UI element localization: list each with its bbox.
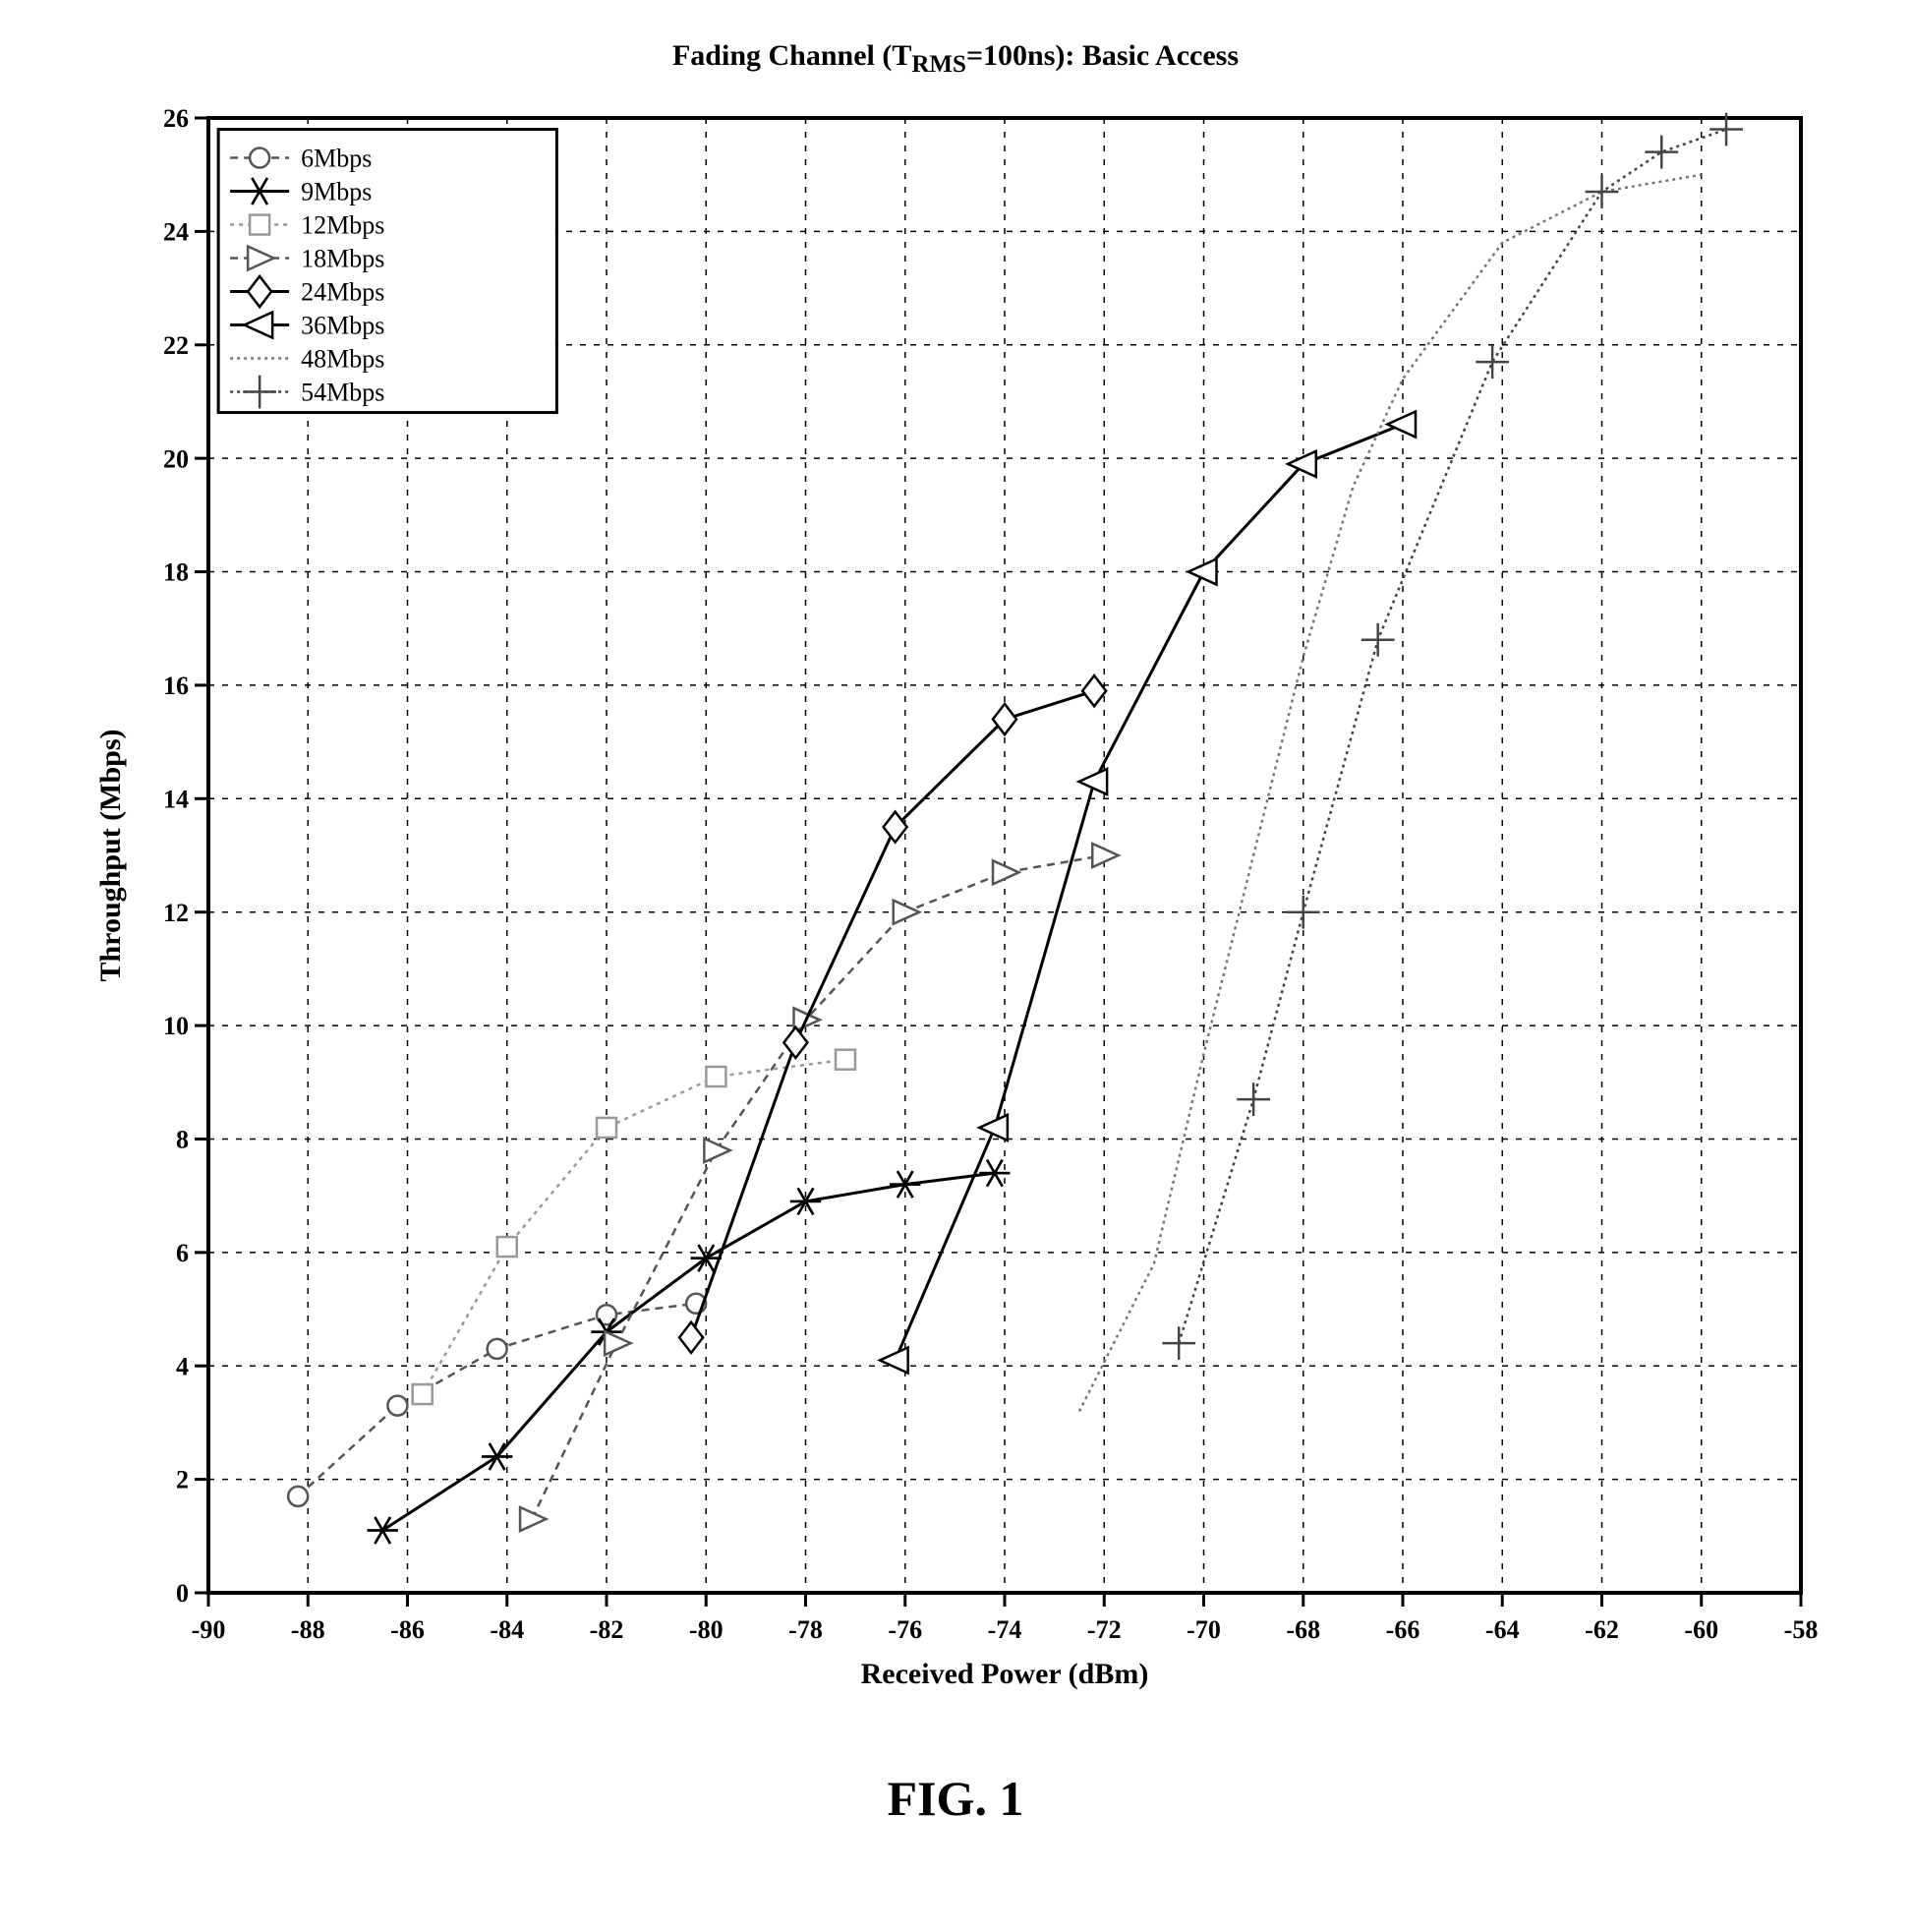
svg-text:-88: -88 xyxy=(291,1615,325,1644)
title-sub: RMS xyxy=(911,51,966,78)
chart-title: Fading Channel (TRMS=100ns): Basic Acces… xyxy=(39,39,1872,79)
svg-text:-80: -80 xyxy=(689,1615,724,1644)
svg-text:-84: -84 xyxy=(490,1615,524,1644)
svg-text:-64: -64 xyxy=(1485,1615,1520,1644)
title-suffix: =100ns): Basic Access xyxy=(966,39,1239,72)
svg-text:-60: -60 xyxy=(1684,1615,1718,1644)
svg-text:-78: -78 xyxy=(788,1615,823,1644)
svg-text:0: 0 xyxy=(176,1579,189,1608)
svg-text:2: 2 xyxy=(176,1466,189,1494)
svg-text:12: 12 xyxy=(163,899,189,927)
svg-text:4: 4 xyxy=(176,1352,189,1380)
svg-text:-90: -90 xyxy=(192,1615,226,1644)
svg-text:14: 14 xyxy=(163,785,189,813)
chart-svg: -90 -88 -86 -84 -82 -80 -78 -76 -74 -72 -70 -68 -66 -… xyxy=(81,98,1830,1711)
svg-text:24: 24 xyxy=(163,217,189,246)
chart-container: Fading Channel (TRMS=100ns): Basic Acces… xyxy=(39,39,1872,1827)
svg-text:-72: -72 xyxy=(1087,1615,1122,1644)
svg-text:48Mbps: 48Mbps xyxy=(301,345,384,374)
svg-text:9Mbps: 9Mbps xyxy=(301,178,372,206)
svg-text:8: 8 xyxy=(176,1126,189,1154)
svg-text:6: 6 xyxy=(176,1239,189,1267)
svg-text:26: 26 xyxy=(163,104,189,133)
svg-text:16: 16 xyxy=(163,672,189,700)
title-prefix: Fading Channel (T xyxy=(672,39,911,72)
svg-text:6Mbps: 6Mbps xyxy=(301,145,372,173)
figure-caption: FIG. 1 xyxy=(39,1770,1872,1827)
svg-text:24Mbps: 24Mbps xyxy=(301,278,384,307)
svg-text:-76: -76 xyxy=(888,1615,922,1644)
svg-text:18Mbps: 18Mbps xyxy=(301,245,384,273)
svg-text:Received Power (dBm): Received Power (dBm) xyxy=(861,1658,1149,1690)
svg-text:-68: -68 xyxy=(1286,1615,1320,1644)
svg-text:22: 22 xyxy=(163,331,189,360)
svg-text:Throughput (Mbps): Throughput (Mbps) xyxy=(94,729,127,981)
svg-text:-62: -62 xyxy=(1585,1615,1619,1644)
svg-text:10: 10 xyxy=(163,1012,189,1040)
svg-text:20: 20 xyxy=(163,444,189,473)
svg-text:18: 18 xyxy=(163,558,189,587)
svg-text:54Mbps: 54Mbps xyxy=(301,379,384,407)
svg-text:12Mbps: 12Mbps xyxy=(301,211,384,240)
svg-text:-86: -86 xyxy=(390,1615,425,1644)
svg-text:36Mbps: 36Mbps xyxy=(301,312,384,340)
svg-text:-74: -74 xyxy=(988,1615,1022,1644)
svg-text:-82: -82 xyxy=(590,1615,624,1644)
svg-text:-58: -58 xyxy=(1784,1615,1819,1644)
svg-text:-66: -66 xyxy=(1386,1615,1420,1644)
svg-text:-70: -70 xyxy=(1187,1615,1221,1644)
